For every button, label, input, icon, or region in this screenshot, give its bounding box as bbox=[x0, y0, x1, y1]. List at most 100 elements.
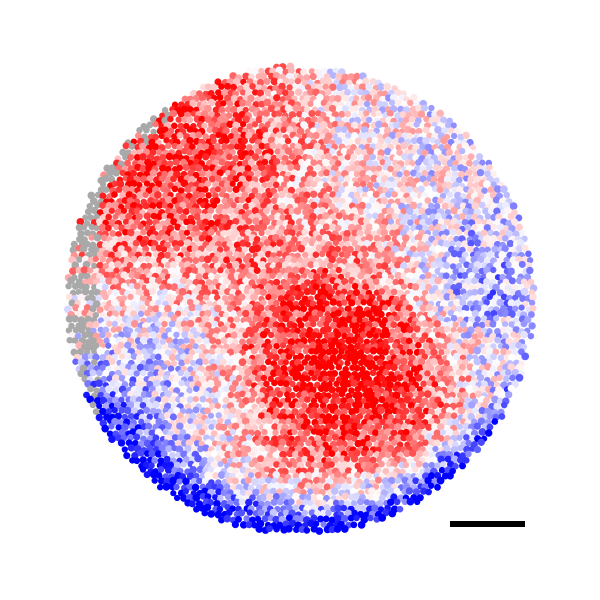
spot bbox=[489, 320, 497, 328]
spot bbox=[86, 202, 93, 210]
spot bbox=[390, 375, 398, 383]
spot bbox=[372, 223, 380, 231]
spot bbox=[452, 331, 460, 339]
spot bbox=[423, 180, 430, 187]
spot bbox=[384, 147, 392, 156]
spot bbox=[520, 320, 528, 328]
spot bbox=[177, 240, 185, 247]
spot bbox=[96, 347, 105, 355]
spot bbox=[245, 498, 253, 507]
spot bbox=[427, 321, 435, 329]
spot bbox=[499, 390, 506, 398]
spot bbox=[443, 229, 450, 236]
spot bbox=[514, 299, 521, 306]
spot bbox=[265, 358, 272, 366]
spot bbox=[315, 223, 323, 231]
spot bbox=[258, 272, 266, 281]
spot bbox=[174, 267, 181, 275]
spot bbox=[188, 500, 196, 508]
spot bbox=[261, 137, 269, 145]
spot bbox=[99, 201, 107, 210]
spot bbox=[428, 202, 435, 210]
spot bbox=[250, 347, 258, 355]
spot bbox=[114, 251, 122, 259]
spot bbox=[310, 116, 318, 123]
spot bbox=[276, 272, 283, 279]
spot bbox=[462, 369, 470, 377]
spot bbox=[397, 213, 405, 220]
spot bbox=[429, 213, 436, 220]
spot bbox=[133, 370, 140, 377]
spot bbox=[111, 320, 119, 328]
spot bbox=[116, 180, 125, 188]
spot bbox=[109, 337, 117, 344]
spot bbox=[291, 266, 300, 275]
spot bbox=[242, 106, 249, 113]
spot bbox=[362, 217, 371, 226]
spot bbox=[328, 364, 335, 371]
spot bbox=[230, 201, 237, 209]
spot bbox=[250, 293, 258, 302]
spot bbox=[396, 149, 404, 157]
spot bbox=[326, 262, 334, 270]
spot bbox=[276, 228, 284, 237]
spot bbox=[474, 294, 482, 302]
spot bbox=[99, 181, 107, 188]
spot bbox=[443, 251, 451, 258]
spot bbox=[402, 213, 411, 222]
spot bbox=[99, 192, 107, 200]
spot bbox=[520, 330, 528, 339]
spot bbox=[310, 180, 318, 188]
spot bbox=[111, 191, 118, 198]
spot bbox=[345, 79, 353, 86]
spot bbox=[263, 77, 271, 86]
spot bbox=[184, 185, 192, 193]
spot bbox=[514, 267, 522, 274]
spot bbox=[418, 207, 426, 215]
spot bbox=[343, 229, 351, 238]
spot bbox=[242, 277, 250, 285]
spot bbox=[341, 482, 350, 491]
spot bbox=[424, 197, 432, 204]
spot bbox=[143, 212, 151, 220]
spot bbox=[288, 498, 295, 505]
spot bbox=[260, 84, 268, 92]
spot bbox=[267, 214, 275, 222]
spot bbox=[244, 476, 252, 484]
spot bbox=[399, 185, 408, 193]
spot bbox=[251, 164, 259, 172]
spot bbox=[260, 126, 269, 134]
spot bbox=[422, 126, 430, 134]
spot bbox=[437, 197, 444, 204]
spot bbox=[285, 266, 293, 274]
spot bbox=[71, 261, 80, 270]
spot bbox=[429, 126, 436, 133]
spot bbox=[420, 104, 428, 112]
spot bbox=[218, 158, 226, 166]
spot bbox=[452, 257, 459, 264]
spot bbox=[102, 262, 110, 270]
spot bbox=[96, 369, 103, 377]
spot bbox=[254, 181, 261, 189]
spot bbox=[105, 277, 113, 285]
spot bbox=[479, 159, 486, 166]
spot bbox=[227, 273, 235, 281]
spot bbox=[400, 262, 408, 270]
spot bbox=[93, 224, 100, 232]
spot bbox=[366, 277, 374, 286]
spot bbox=[251, 187, 259, 195]
spot bbox=[201, 122, 208, 129]
spot bbox=[203, 294, 210, 301]
spot bbox=[265, 245, 274, 253]
spot bbox=[82, 214, 89, 221]
spot bbox=[342, 236, 350, 243]
spot bbox=[407, 176, 415, 184]
spot bbox=[226, 153, 233, 161]
spot bbox=[335, 224, 342, 232]
spot bbox=[319, 228, 327, 236]
spot bbox=[376, 271, 384, 279]
spot bbox=[151, 477, 158, 484]
spot bbox=[169, 109, 178, 118]
spot bbox=[434, 277, 442, 285]
spot bbox=[229, 192, 237, 199]
